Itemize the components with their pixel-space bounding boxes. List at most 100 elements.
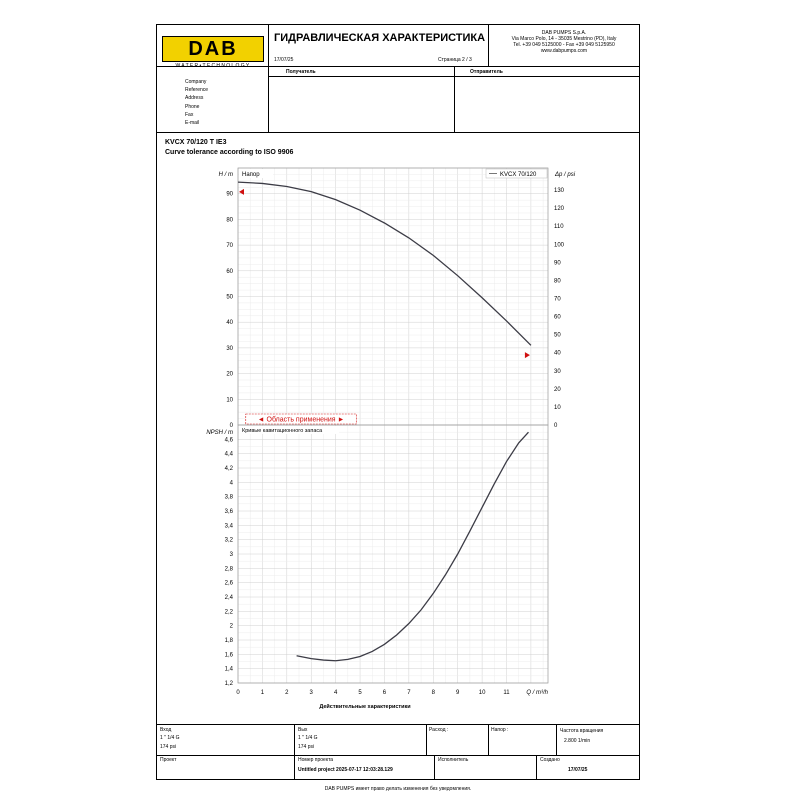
product-model: KVCX 70/120 T IE3	[165, 139, 227, 146]
logo-text: DAB	[188, 38, 238, 60]
y-axis-label: NPSH / m	[206, 430, 233, 436]
footer-divider-3	[488, 724, 489, 755]
inlet-label: Вход	[160, 727, 172, 733]
y-right-axis-label: Δp / psi	[554, 172, 576, 178]
x-tick-label: 9	[456, 690, 460, 696]
dab-logo: DAB	[162, 36, 264, 62]
y-tick-label: 50	[226, 295, 233, 301]
speed-value: 2.800 1/min	[564, 738, 591, 744]
project-number-value: Untitled project 2025-07-17 12:03:28.129	[298, 767, 393, 773]
created-value: 17/07/25	[568, 767, 588, 773]
y-tick-label: 1,2	[225, 681, 234, 687]
footer-divider-6	[536, 755, 537, 780]
header-divider-2	[488, 24, 489, 66]
y-tick-label: 3,4	[225, 523, 234, 529]
created-label: Создано	[540, 757, 560, 763]
y-tick-label: 4	[230, 480, 234, 486]
x-axis-label: Q / m³/h	[526, 690, 548, 696]
flow-label: Расход :	[429, 727, 449, 733]
footer-top-line	[156, 724, 640, 725]
project-number-label: Номер проекта	[298, 757, 334, 763]
marker-triangle	[239, 188, 244, 195]
disclaimer: DAB PUMPS имеет право делать изменения б…	[324, 786, 472, 792]
x-tick-label: 5	[358, 690, 362, 696]
y-tick-label: 2,6	[225, 581, 234, 587]
x-tick-label: 3	[310, 690, 314, 696]
y-right-tick-label: 90	[554, 260, 561, 266]
company-web: www.dabpumps.com	[540, 48, 588, 54]
y-tick-label: 10	[226, 397, 233, 403]
y-tick-label: 4,4	[225, 452, 234, 458]
field-phone: Phone	[185, 104, 200, 110]
y-right-tick-label: 60	[554, 315, 561, 321]
y-tick-label: 3	[230, 552, 234, 558]
x-tick-label: 8	[432, 690, 436, 696]
inlet-value: 1 " 1/4 G	[160, 735, 180, 741]
x-tick-label: 4	[334, 690, 338, 696]
application-range-box	[245, 413, 357, 425]
y-tick-label: 30	[226, 346, 233, 352]
executor-label: Исполнитель	[438, 757, 469, 763]
y-tick-label: 1,4	[225, 667, 234, 673]
info-divider	[454, 66, 455, 132]
chart-title: Кривые кавитационного запаса	[242, 428, 323, 434]
head-label: Напор :	[491, 727, 509, 733]
x-tick-label: 0	[236, 690, 240, 696]
legend-box	[485, 168, 548, 179]
y-tick-label: 60	[226, 269, 233, 275]
y-right-tick-label: 80	[554, 278, 561, 284]
field-company: Company	[185, 79, 207, 85]
footer-divider-4	[556, 724, 557, 755]
y-right-tick-label: 10	[554, 405, 561, 411]
y-tick-label: 0	[230, 423, 234, 429]
x-tick-label: 1	[261, 690, 265, 696]
y-right-tick-label: 20	[554, 387, 561, 393]
inlet-pressure: 174 psi	[160, 744, 177, 750]
footer-divider-2	[426, 724, 427, 755]
legend-label: KVCX 70/120	[500, 172, 537, 178]
y-right-tick-label: 130	[554, 188, 565, 194]
company-address: Via Marco Polo, 14 - 35035 Mestrino (PD)…	[511, 36, 617, 42]
footer-divider-5	[434, 755, 435, 780]
y-tick-label: 3,2	[225, 538, 234, 544]
y-right-tick-label: 30	[554, 369, 561, 375]
footer-middle-line	[156, 755, 640, 756]
title-bg	[239, 426, 339, 434]
x-tick-label: 11	[503, 690, 510, 696]
x-tick-label: 10	[479, 690, 486, 696]
x-tick-label: 6	[383, 690, 387, 696]
x-tick-label: 2	[285, 690, 289, 696]
info-bottom-line	[156, 132, 640, 133]
footer-divider-1	[294, 724, 295, 780]
y-tick-label: 3,6	[225, 509, 234, 515]
y-tick-label: 4,2	[225, 466, 234, 472]
y-tick-label: 3,8	[225, 495, 234, 501]
y-tick-label: 90	[226, 192, 233, 198]
head-curve	[237, 181, 532, 346]
y-tick-label: 2,2	[225, 609, 234, 615]
page-frame	[156, 24, 640, 780]
y-tick-label: 80	[226, 217, 233, 223]
y-right-tick-label: 40	[554, 351, 561, 357]
y-tick-label: 20	[226, 372, 233, 378]
outlet-label: Вых	[298, 727, 308, 733]
curve-tolerance: Curve tolerance according to ISO 9906	[165, 149, 294, 156]
y-tick-label: 2,4	[225, 595, 234, 601]
y-tick-label: 40	[226, 320, 233, 326]
header-bottom-line	[156, 66, 640, 67]
application-range-label: ◄ Область применения ►	[258, 416, 345, 424]
chart-title: Напор	[242, 172, 260, 178]
y-tick-label: 4,6	[225, 437, 234, 443]
project-label: Проект	[160, 757, 177, 763]
y-tick-label: 70	[226, 243, 233, 249]
company-name: DAB PUMPS S.p.A.	[541, 30, 587, 36]
npsh-curve	[296, 431, 529, 662]
outlet-pressure: 174 psi	[298, 744, 315, 750]
y-right-tick-label: 110	[554, 224, 564, 230]
company-phone: Tel. +39 049 5125000 - Fax +39 049 51259…	[513, 42, 615, 48]
header-divider-1	[268, 24, 269, 132]
y-axis-label: H / m	[219, 172, 233, 178]
y-tick-label: 2	[230, 624, 234, 630]
field-reference: Reference	[185, 87, 209, 93]
